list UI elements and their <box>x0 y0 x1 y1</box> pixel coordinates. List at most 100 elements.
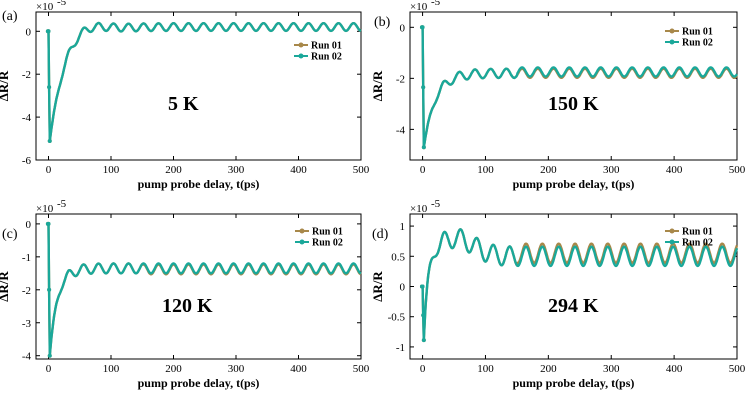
y-tick-label: -4 <box>396 124 406 136</box>
chart-panel-4: 0 100 200 300 400 500 -1 -0.5 0 0.5 1 ×10 -5 pump pro… <box>370 198 746 390</box>
legend-swatch-marker <box>669 228 675 234</box>
legend-swatch-marker <box>299 239 305 245</box>
y-tick-label: 0 <box>400 22 406 34</box>
y-tick-label: -2 <box>22 285 31 297</box>
legend-entry: Run 02 <box>311 52 342 63</box>
y-tick-label: -3 <box>22 318 32 330</box>
y-axis-label: ΔR/R <box>370 271 385 302</box>
x-tick-label: 200 <box>165 363 182 375</box>
legend-entry: Run 01 <box>682 227 713 238</box>
panel-label: (d) <box>372 227 389 242</box>
chart-panel-2: 0 100 200 300 400 500 -4 -2 0 ×10 -5 pump probe del… <box>370 0 746 191</box>
y-tick-label: -1 <box>396 342 405 354</box>
x-axis-label: pump probe delay, t(ps) <box>138 376 260 390</box>
legend-swatch-marker <box>669 39 675 45</box>
x-tick-label: 500 <box>729 164 746 176</box>
series-point <box>47 287 52 292</box>
y-tick-label: -0.5 <box>388 312 406 324</box>
y-exponent-label: ×10 <box>36 1 54 13</box>
series-line-run-02 <box>420 228 739 342</box>
y-tick-label: -1 <box>22 252 31 264</box>
x-tick-label: 100 <box>477 164 494 176</box>
series-point <box>421 85 426 90</box>
series-point <box>420 284 425 289</box>
series-point <box>421 313 426 318</box>
legend-entry: Run 01 <box>682 27 713 38</box>
x-tick-label: 200 <box>540 164 557 176</box>
y-exponent-label: ×10 <box>36 203 54 215</box>
x-axis-label: pump probe delay, t(ps) <box>513 177 635 191</box>
x-tick-label: 0 <box>420 164 426 176</box>
legend-swatch-marker <box>298 53 304 59</box>
x-axis-label: pump probe delay, t(ps) <box>513 376 635 390</box>
temperature-label: 120 K <box>162 295 213 317</box>
series-point <box>421 338 426 343</box>
series-point <box>46 221 51 226</box>
legend-entry: Run 01 <box>312 227 343 238</box>
series-point <box>46 29 51 34</box>
y-axis-label: ΔR/R <box>0 70 11 101</box>
x-tick-label: 500 <box>729 363 746 375</box>
legend-entry: Run 01 <box>311 41 342 52</box>
y-tick-label: 0 <box>26 219 32 231</box>
y-tick-label: 0 <box>400 282 406 294</box>
x-tick-label: 300 <box>603 164 620 176</box>
legend-swatch-marker <box>669 28 675 34</box>
x-axis-label: pump probe delay, t(ps) <box>138 177 260 191</box>
x-tick-label: 500 <box>353 164 370 176</box>
panel-label: (c) <box>2 227 18 242</box>
x-tick-label: 300 <box>603 363 620 375</box>
x-tick-label: 400 <box>290 164 307 176</box>
series-line-run-02 <box>46 222 362 357</box>
legend-swatch-marker <box>298 42 304 48</box>
y-exponent-power: -5 <box>57 198 67 210</box>
y-tick-label: -4 <box>22 351 32 363</box>
plot-area-frame <box>35 213 362 360</box>
temperature-label: 5 K <box>168 93 199 115</box>
x-tick-label: 100 <box>477 363 494 375</box>
panel-label: (b) <box>374 15 391 30</box>
legend-entry: Run 02 <box>312 238 343 249</box>
y-tick-label: 0 <box>26 26 32 38</box>
x-tick-label: 300 <box>228 164 245 176</box>
series-line-run-02 <box>420 26 738 149</box>
y-tick-label: 0.5 <box>391 251 405 263</box>
chart-panel-3: 0 100 200 300 400 500 -4 -3 -2 -1 0 ×10 -5 pump probe… <box>0 198 370 390</box>
legend-entry: Run 02 <box>682 38 713 49</box>
y-tick-label: -2 <box>22 69 31 81</box>
y-exponent-label: ×10 <box>410 1 428 13</box>
y-exponent-power: -5 <box>431 198 441 210</box>
series-point <box>47 85 52 90</box>
panel-label: (a) <box>2 9 18 24</box>
y-exponent-power: -5 <box>57 0 67 8</box>
series-line-run-02 <box>46 21 362 143</box>
y-exponent-power: -5 <box>431 0 441 8</box>
series-point <box>47 139 52 144</box>
temperature-label: 150 K <box>548 93 599 115</box>
y-tick-label: -4 <box>22 112 32 124</box>
x-tick-label: 0 <box>420 363 426 375</box>
y-tick-label: 1 <box>400 221 406 233</box>
y-axis-label: ΔR/R <box>370 70 385 101</box>
temperature-label: 294 K <box>548 295 599 317</box>
x-tick-label: 0 <box>46 164 52 176</box>
x-tick-label: 300 <box>228 363 245 375</box>
x-tick-label: 400 <box>666 363 683 375</box>
y-tick-label: -2 <box>396 73 405 85</box>
x-tick-label: 400 <box>290 363 307 375</box>
x-tick-label: 200 <box>540 363 557 375</box>
series-point <box>420 25 425 30</box>
series-point <box>47 353 52 358</box>
legend-swatch-marker <box>669 239 675 245</box>
y-tick-label: -6 <box>22 155 32 167</box>
series-point <box>421 145 426 150</box>
legend-entry: Run 02 <box>682 238 713 249</box>
legend-swatch-marker <box>299 228 305 234</box>
x-tick-label: 500 <box>353 363 370 375</box>
plot-area-frame <box>409 11 738 161</box>
x-tick-label: 200 <box>165 164 182 176</box>
plot-area-frame <box>35 11 362 161</box>
x-tick-label: 0 <box>46 363 52 375</box>
y-exponent-label: ×10 <box>410 203 428 215</box>
